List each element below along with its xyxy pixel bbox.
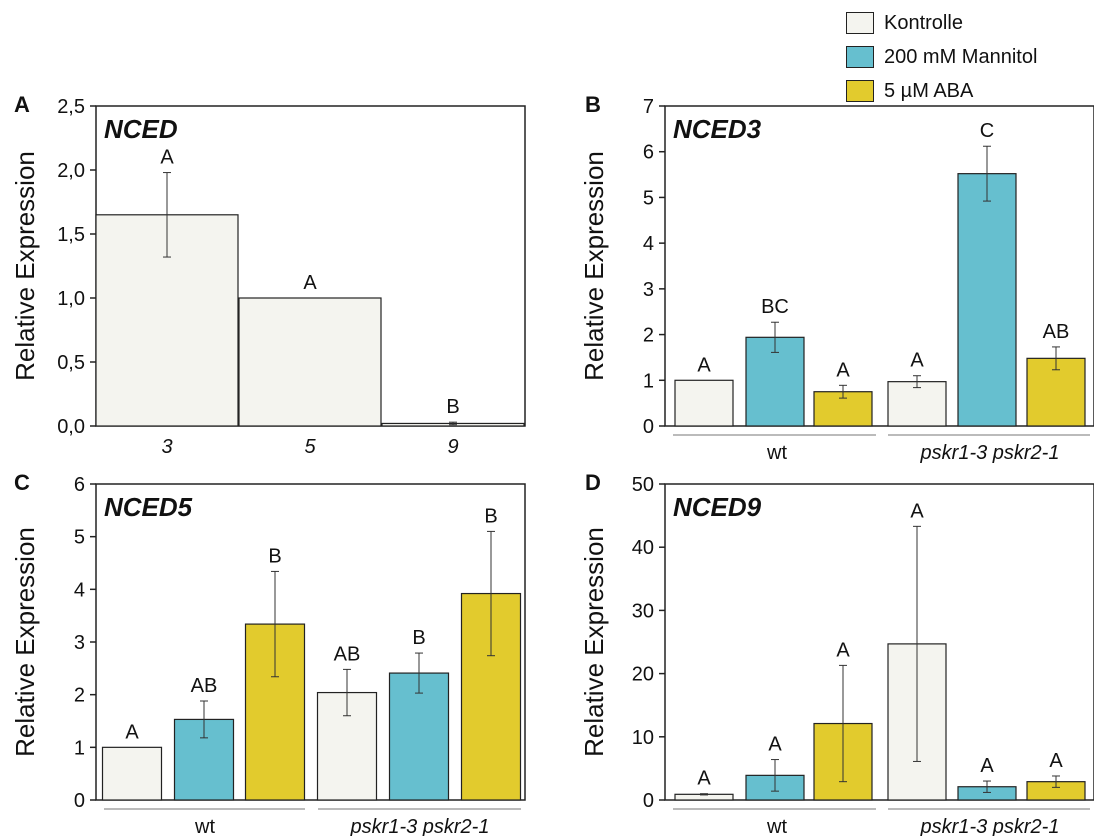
panel-d-ytick-label: 30 bbox=[632, 600, 654, 622]
panel-c-bar bbox=[101, 746, 163, 801]
panel-c-significance-letter: AB bbox=[191, 675, 218, 697]
panel-d-group-label: pskr1-3 pskr2-1 bbox=[920, 816, 1060, 836]
panel-b-frame bbox=[664, 105, 1094, 427]
legend-label-mannitol: 200 mM Mannitol bbox=[884, 45, 1038, 68]
panel-a-significance-letter: B bbox=[446, 396, 459, 418]
panel-b-ytick-label: 3 bbox=[643, 279, 654, 301]
panel-b-bar bbox=[957, 173, 1017, 427]
panel-a-ytick-label: 1,5 bbox=[57, 224, 85, 246]
legend-item-aba: 5 µM ABA bbox=[846, 74, 1037, 108]
panel-b-ytick-label: 7 bbox=[643, 96, 654, 118]
panel-c-significance-letter: B bbox=[412, 627, 425, 649]
panel-d-label: D bbox=[585, 470, 601, 495]
panel-a-title: NCED bbox=[104, 114, 178, 144]
panel-a-significance-letter: A bbox=[303, 272, 317, 294]
panel-b-group-label: pskr1-3 pskr2-1 bbox=[920, 442, 1060, 464]
panel-b-significance-letter: AB bbox=[1043, 321, 1070, 343]
panel-c-significance-letter: A bbox=[125, 721, 139, 743]
legend-swatch-aba bbox=[846, 80, 874, 102]
panel-d-ytick-label: 20 bbox=[632, 664, 654, 686]
panel-d-significance-letter: A bbox=[697, 768, 711, 790]
panel-b-significance-letter: C bbox=[980, 120, 994, 142]
panel-b-significance-letter: A bbox=[836, 359, 850, 381]
panel-d-title: NCED9 bbox=[673, 492, 762, 522]
panel-b-ytick-label: 5 bbox=[643, 187, 654, 209]
panel-c-ytick-label: 2 bbox=[74, 685, 85, 707]
panel-d-ylabel: Relative Expression bbox=[579, 527, 609, 757]
panel-c-group-label: wt bbox=[194, 816, 215, 836]
legend-swatch-mannitol bbox=[846, 46, 874, 68]
panel-a-category-label: 5 bbox=[304, 436, 316, 458]
panel-b-significance-letter: BC bbox=[761, 296, 789, 318]
panel-d-ytick-label: 0 bbox=[643, 790, 654, 812]
panel-c-significance-letter: B bbox=[484, 505, 497, 527]
panel-a-category-label: 3 bbox=[161, 436, 172, 458]
panel-c-title: NCED5 bbox=[104, 492, 193, 522]
panel-a-label: A bbox=[14, 92, 30, 117]
panel-c-ylabel: Relative Expression bbox=[10, 527, 40, 757]
panel-b-title: NCED3 bbox=[673, 114, 762, 144]
panel-c-bar bbox=[388, 672, 450, 801]
panel-c-group-label: pskr1-3 pskr2-1 bbox=[350, 816, 490, 836]
panel-a-significance-letter: A bbox=[160, 147, 174, 169]
legend-item-mannitol: 200 mM Mannitol bbox=[846, 40, 1037, 74]
legend-label-kontrolle: Kontrolle bbox=[884, 11, 963, 34]
panel-b-ytick-label: 6 bbox=[643, 142, 654, 164]
panel-c-ytick-label: 0 bbox=[74, 790, 85, 812]
panel-b-label: B bbox=[585, 92, 601, 117]
panel-c-significance-letter: AB bbox=[334, 643, 361, 665]
panel-b-significance-letter: A bbox=[697, 354, 711, 376]
panel-d-ytick-label: 10 bbox=[632, 727, 654, 749]
panel-a-ytick-label: 0,5 bbox=[57, 352, 85, 374]
panel-c-ytick-label: 6 bbox=[74, 474, 85, 496]
legend-swatch-kontrolle bbox=[846, 12, 874, 34]
panel-c-significance-letter: B bbox=[268, 545, 281, 567]
legend-label-aba: 5 µM ABA bbox=[884, 79, 974, 102]
panel-a-ylabel: Relative Expression bbox=[10, 151, 40, 381]
panel-a-ytick-label: 1,0 bbox=[57, 288, 85, 310]
panel-b-ytick-label: 2 bbox=[643, 325, 654, 347]
panel-b-ytick-label: 0 bbox=[643, 416, 654, 438]
panel-a-bar bbox=[238, 297, 382, 427]
panel-c-label: C bbox=[14, 470, 30, 495]
panel-d-significance-letter: A bbox=[836, 639, 850, 661]
panel-d-ytick-label: 40 bbox=[632, 537, 654, 559]
panel-d-significance-letter: A bbox=[768, 734, 782, 756]
panel-d-significance-letter: A bbox=[1049, 750, 1063, 772]
panel-b-significance-letter: A bbox=[910, 350, 924, 372]
panel-b-bar bbox=[674, 379, 734, 427]
panel-b-group-label: wt bbox=[766, 442, 787, 464]
panel-c-ytick-label: 3 bbox=[74, 632, 85, 654]
panel-a-ytick-label: 2,5 bbox=[57, 96, 85, 118]
panel-d-ytick-label: 50 bbox=[632, 474, 654, 496]
panel-c-ytick-label: 5 bbox=[74, 527, 85, 549]
panel-a-ytick-label: 2,0 bbox=[57, 160, 85, 182]
panel-a-category-label: 9 bbox=[447, 436, 458, 458]
panel-c-ytick-label: 4 bbox=[74, 579, 85, 601]
panel-b-ytick-label: 1 bbox=[643, 370, 654, 392]
panel-b-ytick-label: 4 bbox=[643, 233, 654, 255]
panel-d-frame bbox=[664, 483, 1094, 801]
panel-c-ytick-label: 1 bbox=[74, 737, 85, 759]
panel-d-significance-letter: A bbox=[980, 755, 994, 777]
panel-d-group-label: wt bbox=[766, 816, 787, 836]
panel-a-ytick-label: 0,0 bbox=[57, 416, 85, 438]
legend-item-kontrolle: Kontrolle bbox=[846, 6, 1037, 40]
panel-b-ylabel: Relative Expression bbox=[579, 151, 609, 381]
panel-d-significance-letter: A bbox=[910, 500, 924, 522]
panel-b-bar bbox=[887, 381, 947, 427]
legend: Kontrolle 200 mM Mannitol 5 µM ABA bbox=[846, 6, 1037, 108]
